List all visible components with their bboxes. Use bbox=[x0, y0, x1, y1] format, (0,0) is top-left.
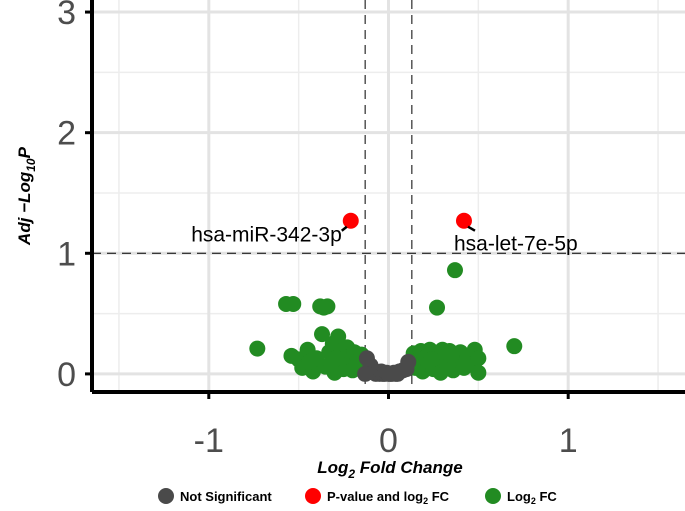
data-point bbox=[301, 353, 318, 370]
legend-swatch-not-significant bbox=[158, 488, 174, 504]
major-gridlines bbox=[92, 0, 685, 392]
data-point bbox=[285, 295, 302, 312]
data-point bbox=[423, 351, 440, 368]
data-point bbox=[319, 298, 336, 315]
data-point bbox=[455, 212, 472, 229]
x-axis-title: Log2 Fold Change bbox=[317, 458, 463, 481]
y-tick-label: 3 bbox=[57, 0, 76, 32]
annotation-label-let-7e: hsa-let-7e-5p bbox=[454, 233, 578, 256]
x-tick-label: 0 bbox=[379, 422, 398, 460]
legend-label-p-and-fc: P-value and log2 FC bbox=[327, 489, 450, 506]
legend-swatch-fc bbox=[485, 488, 501, 504]
annotation-connector bbox=[340, 225, 348, 232]
data-point bbox=[446, 262, 463, 279]
data-points bbox=[249, 212, 523, 382]
data-point bbox=[342, 212, 359, 229]
annotation-label-mir-342: hsa-miR-342-3p bbox=[191, 224, 342, 247]
x-tick-label: 1 bbox=[559, 422, 578, 460]
data-point bbox=[249, 340, 266, 357]
legend-swatch-p-and-fc bbox=[305, 488, 321, 504]
x-tick-label: -1 bbox=[194, 422, 224, 460]
y-tick-label: 0 bbox=[57, 356, 76, 394]
point-annotations: hsa-miR-342-3p hsa-let-7e-5p bbox=[191, 224, 578, 256]
data-point bbox=[314, 326, 331, 343]
legend-label-fc: Log2 FC bbox=[507, 489, 557, 506]
legend: Not Significant P-value and log2 FC Log2… bbox=[158, 488, 557, 506]
data-point bbox=[506, 338, 523, 355]
y-tick-label: 2 bbox=[57, 115, 76, 153]
data-point bbox=[470, 364, 487, 381]
annotation-connector bbox=[467, 225, 476, 232]
data-point bbox=[470, 350, 487, 367]
data-point bbox=[357, 365, 374, 382]
data-point bbox=[328, 350, 345, 367]
axes: -1 0 1 0 1 2 3 bbox=[57, 0, 685, 460]
y-axis-title: Adj −Log10P bbox=[15, 146, 38, 246]
data-point bbox=[330, 328, 347, 345]
data-point bbox=[429, 299, 446, 316]
legend-label-not-significant: Not Significant bbox=[180, 489, 272, 504]
data-point bbox=[443, 347, 460, 364]
y-tick-label: 1 bbox=[57, 235, 76, 273]
data-point bbox=[400, 353, 417, 370]
threshold-lines bbox=[92, 0, 685, 392]
